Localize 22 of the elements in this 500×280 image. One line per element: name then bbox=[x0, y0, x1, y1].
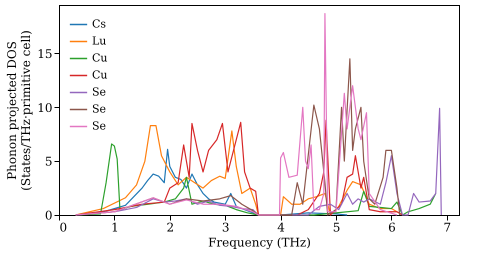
x-tick-label: 4 bbox=[277, 220, 286, 234]
x-tick-label: 3 bbox=[222, 220, 230, 234]
legend-label: Cs bbox=[92, 18, 106, 30]
x-tick-label: 0 bbox=[60, 220, 68, 234]
x-tick-label: 6 bbox=[388, 220, 396, 234]
legend-label: Cu bbox=[92, 68, 108, 82]
legend-label: Se bbox=[92, 86, 106, 98]
line-series bbox=[75, 13, 398, 216]
y-tick-label: 0 bbox=[44, 208, 52, 222]
x-tick-label: 2 bbox=[166, 220, 174, 234]
legend-label: Cu bbox=[92, 52, 108, 64]
x-tick-label: 5 bbox=[332, 220, 340, 234]
y-tick-label: 10 bbox=[37, 100, 52, 115]
legend-label: Se bbox=[92, 120, 106, 132]
x-tick-label: 7 bbox=[443, 220, 452, 234]
legend-label: Se bbox=[92, 102, 106, 116]
y-tick-label: 15 bbox=[37, 46, 52, 61]
y-axis-title: Phonon projected DOS (States/THz·primitive cell) bbox=[5, 30, 34, 191]
x-axis-title: Frequency (THz) bbox=[208, 236, 311, 250]
legend-label: Lu bbox=[92, 34, 106, 48]
y-tick-label: 5 bbox=[44, 154, 52, 169]
x-tick-label: 1 bbox=[111, 220, 119, 234]
